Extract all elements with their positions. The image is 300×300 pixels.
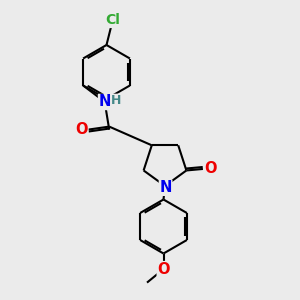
Text: Cl: Cl <box>105 14 120 27</box>
Text: N: N <box>98 94 111 110</box>
Text: O: O <box>204 161 217 176</box>
Text: H: H <box>111 94 121 107</box>
Text: O: O <box>75 122 88 137</box>
Text: N: N <box>159 180 172 195</box>
Text: O: O <box>157 262 170 277</box>
